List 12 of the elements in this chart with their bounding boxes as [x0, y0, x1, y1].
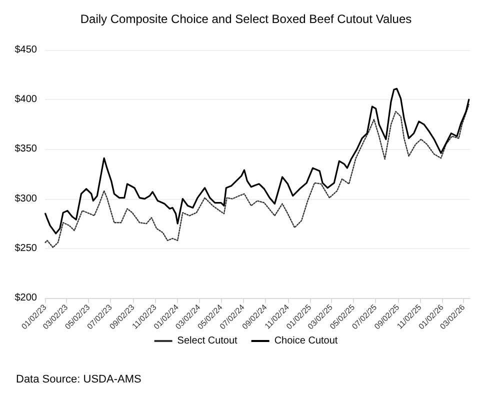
y-tick-label: $400: [14, 94, 38, 106]
y-tick-label: $300: [14, 193, 38, 204]
y-tick-label: $250: [14, 242, 38, 254]
line-series: [44, 104, 470, 248]
y-tick-label: $200: [14, 292, 38, 304]
y-tick-label: $350: [14, 144, 38, 155]
legend-label: Choice Cutout: [274, 336, 338, 346]
source-note: Data Source: USDA-AMS: [16, 374, 142, 386]
chart-title: Daily Composite Choice and Select Boxed Beef Cutout Values: [80, 12, 412, 26]
y-tick-label: $450: [14, 44, 38, 56]
line-series: [44, 88, 470, 234]
legend-label: Select Cutout: [177, 336, 238, 346]
